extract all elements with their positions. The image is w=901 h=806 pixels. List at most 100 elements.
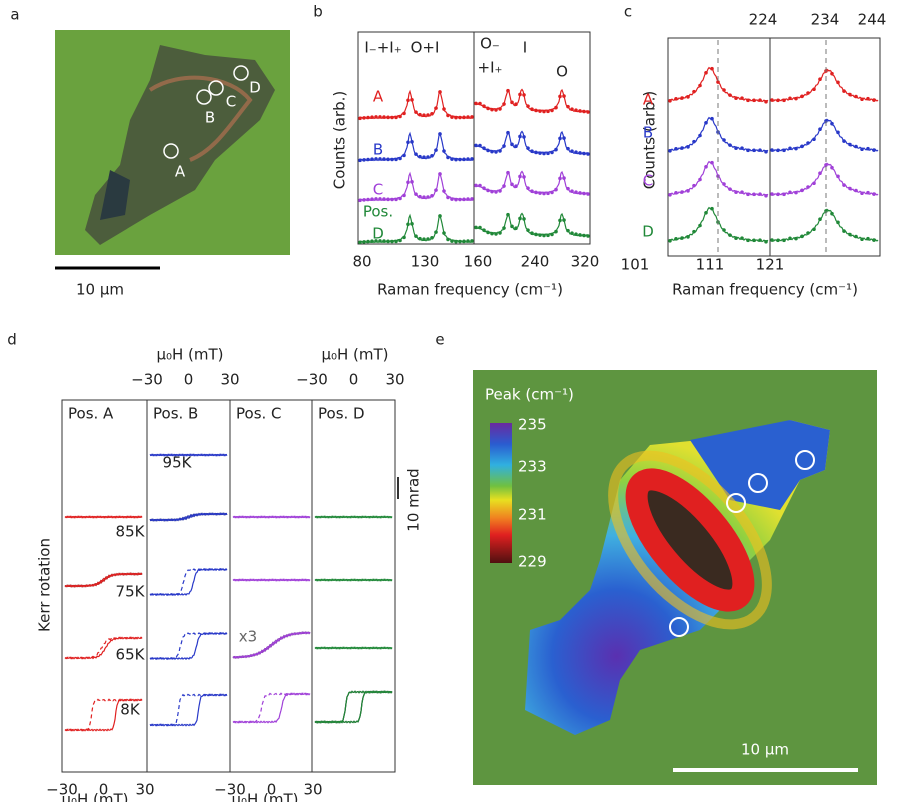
peak-label: O (556, 63, 568, 81)
point-label: B (205, 109, 215, 127)
sample-label: D (642, 223, 654, 241)
panel-label: e (435, 331, 444, 349)
point-marker (208, 80, 224, 96)
panel-label: c (624, 3, 632, 21)
colorbar-title: Peak (cm⁻¹) (485, 386, 574, 404)
kerr-loop (232, 692, 311, 724)
tick-label: −30 (131, 371, 163, 389)
position-label: Pos. A (68, 405, 114, 423)
kerr-loop (314, 515, 393, 519)
kerr-loop (149, 453, 227, 457)
kerr-loop (314, 690, 393, 724)
y-axis-label: Counts (arb.) (331, 91, 349, 189)
kerr-loop (232, 692, 311, 724)
x-tick-label: 111 (696, 256, 725, 274)
peak-label: O₋ (480, 35, 500, 53)
y-axis-label: Kerr rotation (36, 538, 54, 632)
panel-label: a (10, 6, 19, 24)
raman-curve (475, 212, 589, 238)
raman-curve (359, 89, 473, 120)
top-tick-label: 224 (749, 11, 778, 29)
kerr-loop (150, 567, 228, 597)
top-tick-label: 244 (858, 11, 887, 29)
tick-label: 0 (99, 781, 109, 799)
flake-thick (100, 170, 130, 220)
map-region (690, 420, 830, 510)
peak-fit (669, 206, 769, 243)
raman-curve (475, 170, 589, 196)
temperature-label: 8K (120, 701, 141, 719)
colorbar (490, 423, 512, 563)
x-tick-label: 130 (411, 253, 440, 271)
temperature-label: 65K (116, 646, 146, 664)
colorbar-tick: 235 (518, 416, 547, 434)
tick-label: 0 (184, 371, 194, 389)
map-ring-outer (608, 450, 772, 630)
flake (85, 45, 275, 245)
map-points (669, 450, 815, 637)
tick-label: 0 (349, 371, 359, 389)
sample-label: C (643, 172, 653, 190)
point-label: C (226, 93, 236, 111)
y-axis-label: Counts (arb.) (641, 91, 659, 189)
colorbar-tick: 229 (518, 553, 547, 571)
x-tick-label: 320 (571, 253, 600, 271)
sample-label: Pos. (363, 203, 393, 221)
sample-label: B (373, 141, 383, 159)
tick-label: 0 (267, 781, 277, 799)
x-axis-label: Raman frequency (cm⁻¹) (377, 281, 563, 299)
kerr-loop (149, 693, 227, 727)
map-ring (625, 468, 755, 612)
kerr-loop (314, 578, 393, 582)
tick-label: 30 (135, 781, 154, 799)
peak-label: I (523, 39, 527, 57)
peak-fit (771, 118, 879, 152)
x-tick-label: 80 (352, 253, 371, 271)
raman-curve (475, 88, 589, 114)
tick-label: −30 (214, 781, 246, 799)
panel-label: d (7, 331, 17, 349)
point-label: D (249, 79, 261, 97)
kerr-loop (232, 631, 311, 659)
peak-fit (771, 208, 879, 242)
sample-label: C (373, 181, 383, 199)
x-tick-label: 101 (621, 256, 650, 274)
axis-label: μ₀H (mT) (321, 346, 388, 364)
tick-label: 30 (303, 781, 322, 799)
scale-label: 10 µm (741, 741, 789, 759)
raman-curve (359, 171, 473, 202)
x-tick-label: 121 (756, 256, 785, 274)
sample-label: D (372, 225, 384, 243)
raman-curve (475, 130, 589, 156)
colorbar-tick: 231 (518, 506, 547, 524)
scale-label: 10 mrad (405, 468, 423, 531)
kerr-loop (64, 636, 143, 660)
peak-label: O+I (411, 39, 440, 57)
tick-label: 30 (220, 371, 239, 389)
sample-label: A (373, 88, 384, 106)
kerr-loop (314, 646, 393, 650)
kerr-loop (149, 512, 227, 522)
panel-label: b (313, 3, 323, 21)
kerr-loop (64, 636, 143, 660)
top-tick-label: 234 (811, 11, 840, 29)
kerr-loop (232, 578, 311, 582)
x-axis-label: Raman frequency (cm⁻¹) (672, 281, 858, 299)
kerr-loop (314, 690, 393, 724)
peak-fit (771, 68, 879, 102)
temperature-label: 85K (116, 523, 146, 541)
sample-label: A (643, 91, 654, 109)
tick-label: −30 (46, 781, 78, 799)
kerr-loop (150, 631, 228, 661)
kerr-loop (314, 690, 393, 724)
peak-label: +I₊ (478, 59, 503, 77)
kerr-loop (64, 698, 143, 732)
peak-fit (771, 162, 879, 196)
raman-curve (359, 213, 473, 244)
position-label: Pos. D (318, 405, 365, 423)
raman-curve (359, 131, 473, 162)
kerr-loop (150, 693, 228, 727)
kerr-loop (314, 690, 393, 724)
kerr-loop (149, 567, 227, 597)
